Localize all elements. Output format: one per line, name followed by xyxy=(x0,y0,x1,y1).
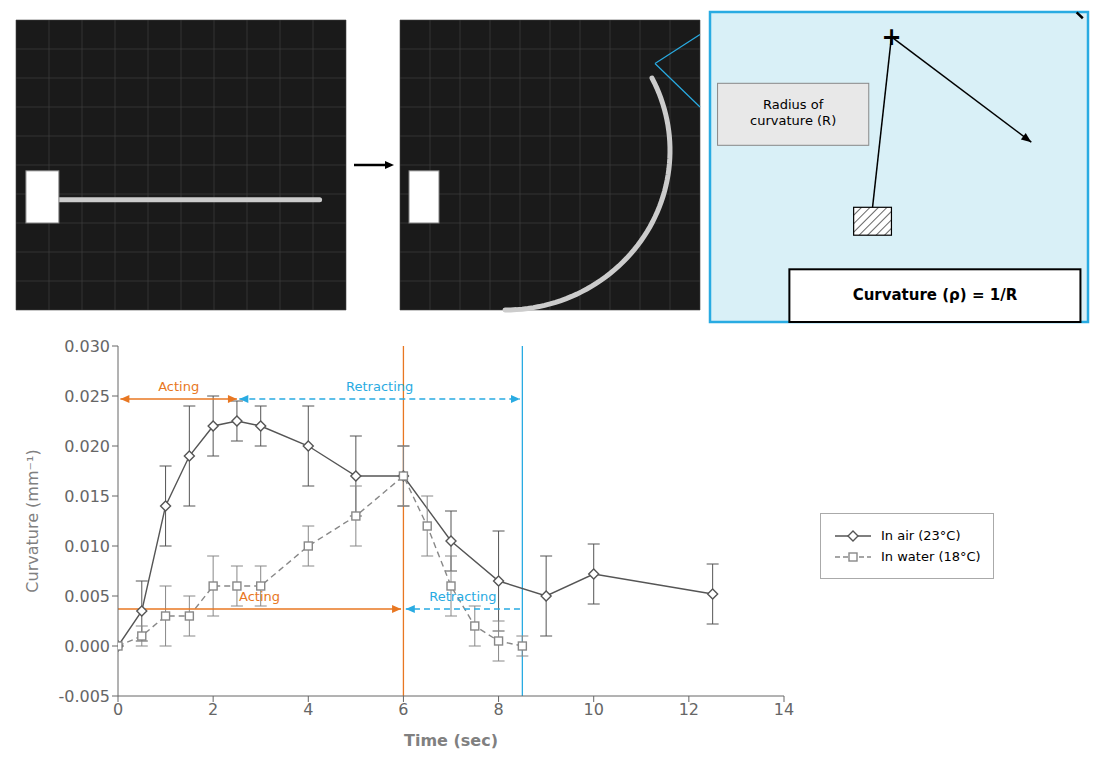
svg-text:0.000: 0.000 xyxy=(64,637,110,656)
svg-text:0.030: 0.030 xyxy=(64,337,110,356)
svg-text:Curvature (ρ) = 1/R: Curvature (ρ) = 1/R xyxy=(853,286,1018,304)
svg-text:4: 4 xyxy=(303,700,313,719)
svg-text:Retracting: Retracting xyxy=(346,379,413,394)
svg-text:0.010: 0.010 xyxy=(64,537,110,556)
svg-text:+: + xyxy=(881,23,901,51)
svg-text:Curvature (mm⁻¹): Curvature (mm⁻¹) xyxy=(23,449,42,592)
svg-text:Acting: Acting xyxy=(239,589,280,604)
svg-text:0.005: 0.005 xyxy=(64,587,110,606)
svg-text:12: 12 xyxy=(679,700,699,719)
svg-text:14: 14 xyxy=(774,700,794,719)
svg-text:Acting: Acting xyxy=(158,379,199,394)
svg-text:0.025: 0.025 xyxy=(64,387,110,406)
svg-text:Time (sec): Time (sec) xyxy=(404,731,498,750)
svg-text:0.020: 0.020 xyxy=(64,437,110,456)
svg-text:Radius ofcurvature (R): Radius ofcurvature (R) xyxy=(750,97,836,128)
svg-text:6: 6 xyxy=(398,700,408,719)
svg-text:2: 2 xyxy=(208,700,218,719)
html-text:In water (18°C): In water (18°C) xyxy=(881,549,981,564)
svg-text:Retracting: Retracting xyxy=(429,589,496,604)
svg-text:8: 8 xyxy=(493,700,503,719)
svg-text:0: 0 xyxy=(113,700,123,719)
svg-text:10: 10 xyxy=(584,700,604,719)
svg-text:0.015: 0.015 xyxy=(64,487,110,506)
html-text:In air (23°C): In air (23°C) xyxy=(881,528,961,543)
svg-text:-0.005: -0.005 xyxy=(58,687,110,706)
